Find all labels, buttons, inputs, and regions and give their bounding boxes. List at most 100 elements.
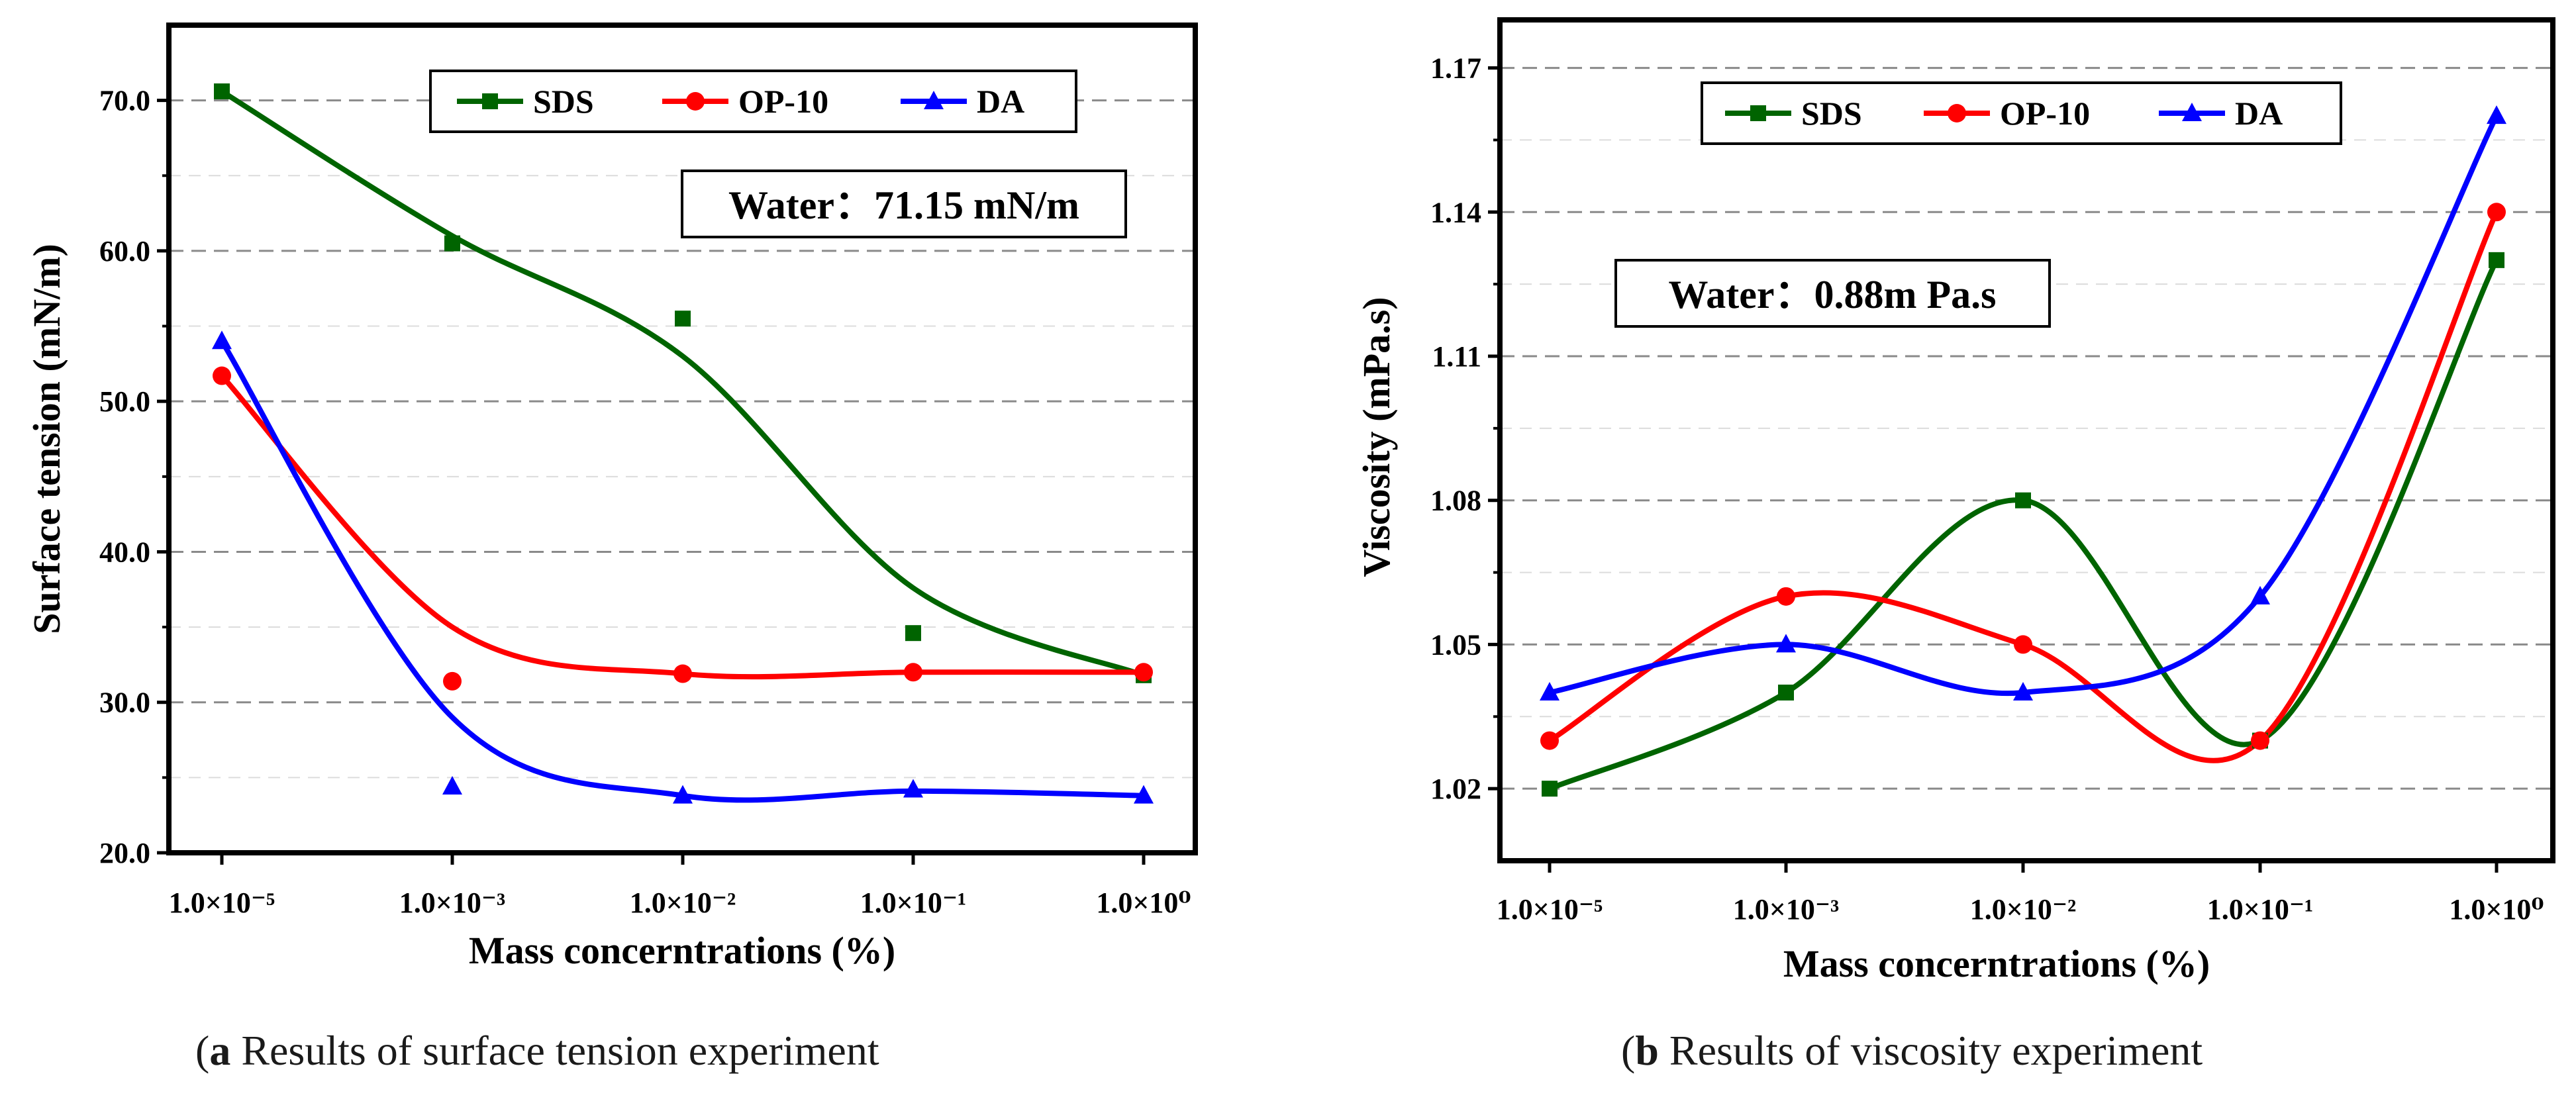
curve-op-10: [220, 373, 1144, 680]
y-tick-label: 60.0: [99, 235, 150, 267]
x-tick-label: 1.0×10⁻¹: [2207, 893, 2314, 926]
caption-text: Results of surface tension experiment: [230, 1027, 879, 1074]
legend-marker-da: [924, 91, 944, 109]
y-axis-ticks: 1.02 1.05 1.08 1.11 1.14 1.17: [1430, 52, 1500, 805]
panel-a-surface-tension-chart: 20.030.040.050.060.070.0 1.0×10⁻⁵ 1.0×10⁻…: [25, 23, 1198, 972]
curve-sds: [220, 89, 1145, 678]
x-axis-title: Mass concerntrations (%): [469, 929, 895, 972]
x-axis-title: Mass concerntrations (%): [1783, 942, 2210, 985]
panel-b-viscosity-chart: 1.021.051.081.111.141.17 1.0×10⁻⁵ 1.0×10⁻…: [1355, 17, 2555, 985]
annotation-text: Water：0.88m Pa.s: [1669, 273, 1997, 316]
legend-box: [1701, 81, 2342, 145]
legend: SDS OP-10 DA: [429, 70, 1077, 133]
point-op-10: [1540, 731, 1559, 750]
point-sds: [1778, 685, 1794, 700]
point-op-10: [673, 664, 692, 683]
y-axis-title: Viscosity (mPa.s): [1355, 297, 1398, 577]
point-op-10: [904, 663, 922, 682]
legend-marker-da: [2182, 103, 2202, 121]
grid-lines: [1500, 67, 2553, 790]
point-da: [2487, 105, 2506, 124]
point-da: [442, 776, 462, 795]
legend-marker-op-10: [686, 92, 705, 111]
x-tick-label: 1.0×10⁻²: [1970, 893, 2077, 926]
point-op-10: [2251, 731, 2269, 750]
point-da: [1134, 785, 1154, 804]
caption-label: a: [209, 1027, 231, 1074]
y-tick-label: 1.08: [1430, 485, 1481, 517]
legend-marker-sds: [1750, 105, 1766, 121]
point-op-10: [443, 671, 462, 691]
y-axis-ticks: 20.0 30.0 40.0 50.0 60.0 70.0: [99, 85, 169, 869]
point-da: [212, 330, 232, 350]
y-axis-title: Surface tension (mN/m): [25, 244, 68, 634]
annotation-box: [681, 169, 1127, 238]
legend-label-da: DA: [2235, 95, 2283, 132]
point-op-10: [213, 366, 231, 385]
curve-da: [1549, 115, 2499, 697]
legend: SDS OP-10 DA: [1701, 81, 2342, 145]
point-sds: [214, 83, 230, 99]
y-tick-label: 50.0: [99, 385, 150, 418]
point-op-10: [2487, 203, 2506, 222]
annotation-box: [1614, 259, 2051, 328]
point-op-10: [2014, 635, 2032, 654]
y-tick-label: 30.0: [99, 687, 150, 719]
x-tick-label: 1.0×10⁻³: [1733, 893, 1840, 926]
x-axis-ticks: 1.0×10⁻⁵ 1.0×10⁻³ 1.0×10⁻² 1.0×10⁻¹ 1.0×10⁰: [1497, 861, 2544, 926]
x-tick-label: 1.0×10⁻⁵: [169, 887, 275, 919]
annotation-text: Water：71.15 mN/m: [728, 183, 1079, 227]
point-da: [673, 785, 693, 804]
point-sds: [1542, 781, 1558, 797]
y-tick-label: 70.0: [99, 85, 150, 117]
legend-label-op-10: OP-10: [738, 83, 828, 120]
y-tick-label: 1.17: [1430, 52, 1481, 85]
point-op-10: [1134, 663, 1153, 682]
x-tick-label: 1.0×10⁰: [1096, 887, 1191, 919]
point-sds: [2489, 252, 2504, 268]
caption-panel-a: (a Results of surface tension experiment: [195, 1027, 879, 1074]
x-tick-label: 1.0×10⁻³: [399, 887, 506, 919]
point-op-10: [1777, 587, 1795, 606]
y-tick-label: 40.0: [99, 536, 150, 568]
caption-panel-b: (b Results of viscosity experiment: [1621, 1027, 2203, 1074]
data-points: [212, 83, 1154, 804]
caption-text: Results of viscosity experiment: [1658, 1027, 2203, 1074]
plot-frame: [166, 23, 1198, 855]
legend-box: [429, 70, 1077, 133]
legend-marker-op-10: [1948, 104, 1966, 122]
water-annotation: Water：0.88m Pa.s: [1614, 259, 2051, 328]
caption-label: b: [1635, 1027, 1659, 1074]
plot-frame: [1497, 17, 2555, 863]
point-da: [903, 779, 923, 798]
fit-curves: [219, 89, 1145, 803]
fit-curves: [1548, 115, 2499, 791]
legend-marker-sds: [482, 93, 498, 109]
y-tick-label: 1.11: [1432, 340, 1481, 373]
x-tick-label: 1.0×10⁻⁵: [1497, 893, 1603, 926]
point-sds: [905, 625, 921, 642]
data-points: [1540, 105, 2506, 797]
curve-da: [219, 340, 1144, 803]
point-da: [1776, 634, 1796, 653]
legend-label-sds: SDS: [533, 83, 594, 120]
water-annotation: Water：71.15 mN/m: [681, 169, 1127, 238]
point-da: [2013, 682, 2033, 700]
y-tick-label: 1.02: [1430, 773, 1481, 805]
y-tick-label: 20.0: [99, 837, 150, 869]
x-tick-label: 1.0×10⁻²: [630, 887, 736, 919]
point-da: [1540, 682, 1560, 700]
y-tick-label: 1.14: [1430, 196, 1481, 228]
point-sds: [444, 235, 460, 252]
legend-label-sds: SDS: [1801, 95, 1862, 132]
point-da: [2250, 585, 2270, 604]
point-sds: [2015, 492, 2031, 508]
x-axis-ticks: 1.0×10⁻⁵ 1.0×10⁻³ 1.0×10⁻² 1.0×10⁻¹ 1.0×10⁰: [169, 853, 1191, 919]
y-tick-label: 1.05: [1430, 628, 1481, 661]
x-tick-label: 1.0×10⁻¹: [860, 887, 967, 919]
point-sds: [675, 311, 691, 327]
legend-label-da: DA: [977, 83, 1024, 120]
curve-sds: [1548, 259, 2499, 791]
x-tick-label: 1.0×10⁰: [2449, 893, 2544, 926]
